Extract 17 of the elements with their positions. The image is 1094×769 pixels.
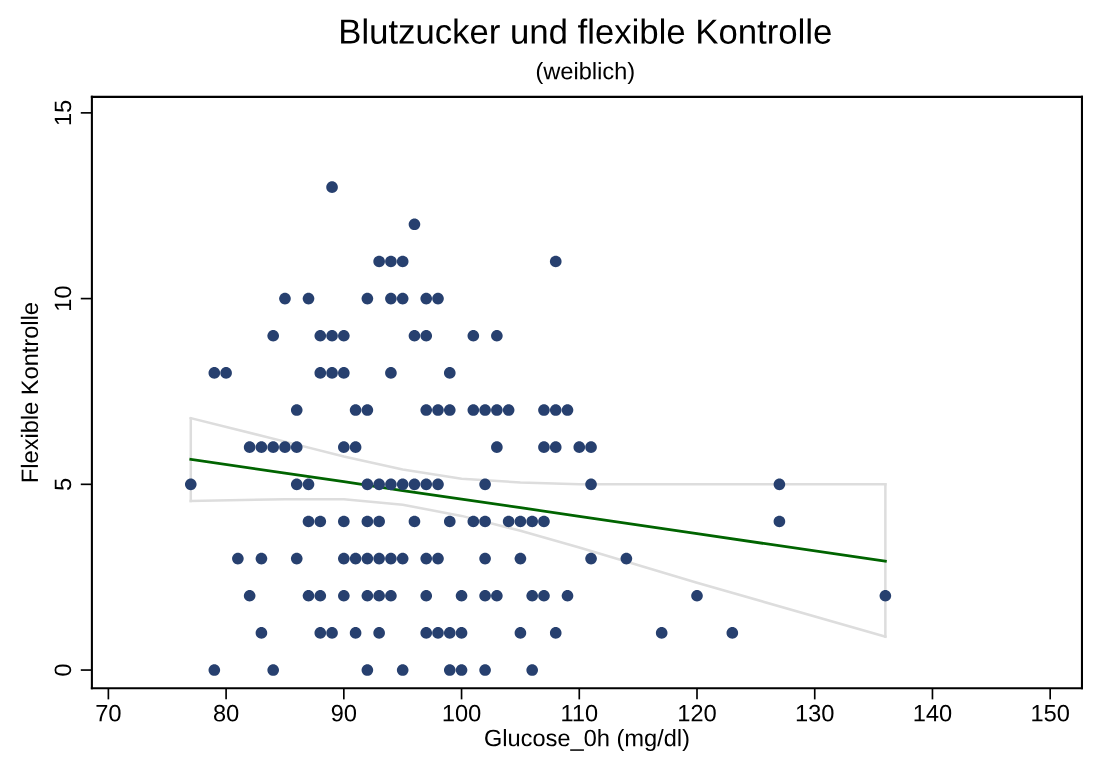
x-tick-label: 110 [562, 704, 598, 722]
chart-subtitle: (weiblich) [536, 62, 634, 85]
x-tick-label: 150 [1032, 704, 1069, 722]
x-tick-label: 130 [796, 704, 834, 722]
x-tick-label: 70 [96, 704, 121, 722]
y-tick-label: 0 [54, 664, 72, 676]
x-tick-label: 80 [214, 704, 239, 722]
y-tick-label: 15 [54, 100, 72, 125]
y-tick-label: 10 [54, 286, 72, 310]
x-tick-label: 140 [914, 704, 952, 722]
y-axis-title: Flexible Kontrolle [20, 303, 39, 482]
chart-title: Blutzucker und flexible Kontrolle [341, 18, 831, 44]
x-tick-label: 100 [443, 704, 481, 722]
x-axis-title: Glucose_0h (mg/dl) [485, 729, 689, 752]
x-tick-label: 90 [331, 704, 357, 722]
x-tick-label: 120 [679, 704, 716, 722]
y-tick-label: 5 [54, 478, 72, 490]
